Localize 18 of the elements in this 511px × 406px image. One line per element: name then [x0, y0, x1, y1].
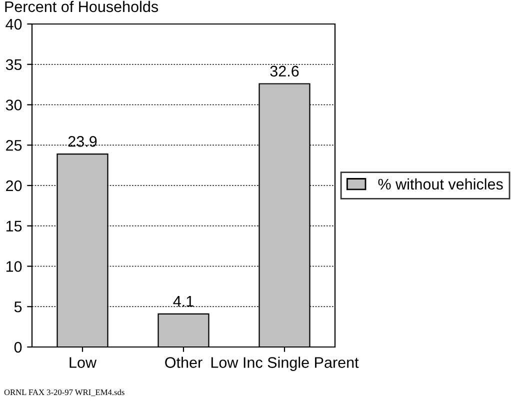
text: ORNL FAX 3-20-97 WRI_EM4.sds [4, 389, 124, 396]
data-label: 23.9 [68, 136, 97, 147]
legend-label: % without vehicles [378, 178, 503, 190]
y-tick-label: 10 [6, 261, 22, 272]
data-label: 32.6 [270, 66, 299, 77]
x-tick-label: Other [165, 356, 202, 368]
y-tick-label: 35 [6, 59, 22, 70]
y-tick-label: 20 [6, 180, 22, 192]
y-tick-label: 25 [6, 140, 22, 151]
x-tick-label: Low [70, 357, 97, 368]
y-tick-label: 30 [6, 100, 22, 110]
y-tick-label: 0 [14, 342, 22, 353]
x-tick-label: Low Inc Single Parent [211, 356, 359, 371]
data-label: 4.1 [173, 296, 194, 307]
y-tick-label: 15 [6, 220, 22, 232]
y-tick-label: 40 [6, 18, 22, 30]
y-tick-label: 5 [14, 302, 22, 312]
y-axis-title: Percent of Households [5, 0, 158, 12]
